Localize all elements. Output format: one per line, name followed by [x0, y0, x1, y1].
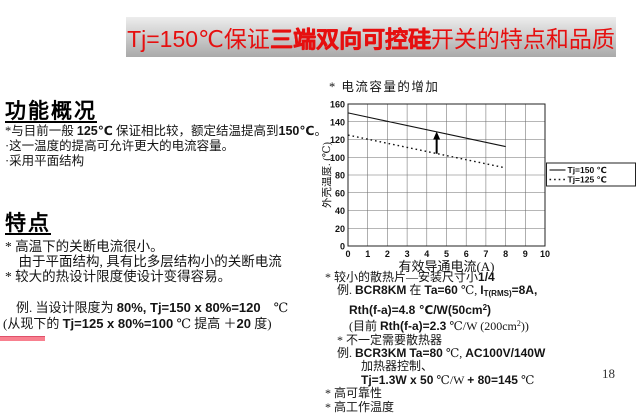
x-tick-label: 5 [444, 249, 449, 259]
title-suffix: 开关的特点和品质 [430, 26, 615, 52]
y-tick-label: 40 [335, 206, 345, 216]
x-tick-label: 4 [424, 249, 429, 259]
text-line: * 高可靠性 [325, 386, 383, 401]
x-tick-label: 2 [385, 249, 390, 259]
x-tick-label: 6 [464, 249, 469, 259]
x-tick-label: 0 [345, 249, 350, 259]
text-line: (从现下的 Tj=125 x 80%=100 ℃ 提高 ＋20 度) [3, 316, 272, 331]
text-line: 例. 当设计限度为 80%, Tj=150 x 80%=120 ℃ [3, 300, 289, 315]
text-line: * 不一定需要散热器 [325, 332, 443, 347]
y-axis-label: 外壳温度. (℃) [322, 142, 333, 208]
text-line: Rth(f-a)=4.8 ℃/W(50cm2) [349, 302, 492, 317]
x-tick-label: 3 [405, 249, 410, 259]
series-line-1 [347, 134, 506, 169]
legend-box [546, 162, 636, 187]
case-temperature-vs-current-chart: 0 1 2 3 4 5 6 7 8 9 10020406080100120140160有效导通电流(… [322, 100, 636, 274]
y-tick-label: 140 [330, 117, 345, 127]
y-tick-label: 120 [330, 135, 345, 145]
x-tick-label: 7 [483, 249, 488, 259]
text-line: * 较大的热设计限度使设计变得容易。 [5, 269, 232, 284]
text-line: * 高工作温度 [325, 399, 395, 414]
text-line: * 较小的散热片—安装尺寸小1/4 [325, 270, 495, 284]
x-axis-label: 有效导通电流(A) [398, 259, 494, 274]
x-tick-label: 10 [540, 249, 550, 259]
text-line: 加热器控制、 [325, 359, 434, 374]
text-line: 例. BCR3KM Ta=80 ℃, AC100V/140W [325, 346, 546, 361]
y-tick-label: 60 [335, 188, 345, 198]
text-line: ·这一温度的提高可允许更大的电流容量。 [5, 139, 235, 153]
title-emphasis: 三端双向可控硅 [269, 26, 431, 52]
section-heading-overview: 功能概况 [5, 99, 97, 123]
design-margin-example: 例. 当设计限度为 80%, Tj=150 x 80%=120 ℃ (从现下的 T… [3, 300, 288, 332]
y-tick-label: 20 [335, 224, 345, 234]
plot-frame [347, 103, 546, 247]
overview-bullets: *与目前一般 125℃ 保证相比较，额定结温提高到150℃。 ·这一温度的提高可允… [5, 124, 327, 169]
series-line-0 [347, 112, 506, 148]
features-bullets: * 高温下的关断电流很小。 由于平面结构, 具有比多层结构小的关断电流 * 较大的… [5, 239, 282, 284]
heatsink-detail-notes: * 较小的散热片—安装尺寸小1/4 例. BCR8KM 在 Ta=60 ℃, I… [325, 270, 546, 414]
text-line: (目前 Rth(f-a)=2.3 ℃/W (200cm2)) [325, 319, 529, 334]
y-tick-label: 80 [335, 171, 345, 181]
title-bar: Tj=150℃保证三端双向可控硅开关的特点和品质 [126, 17, 616, 57]
x-tick-label: 1 [365, 249, 370, 259]
text-line: ·采用平面结构 [5, 154, 85, 168]
x-tick-label: 8 [503, 249, 508, 259]
chart-note: * 电流容量的增加 [329, 80, 440, 94]
y-tick-label: 0 [340, 242, 345, 252]
text-line: 由于平面结构, 具有比多层结构小的关断电流 [5, 254, 282, 269]
legend-label-1: Tj=125 ℃ [568, 175, 607, 185]
y-tick-label: 160 [330, 100, 345, 110]
section-heading-features: 特点 [5, 211, 51, 235]
pink-underline-mark [0, 336, 45, 341]
increase-arrow-head [433, 131, 441, 140]
text-line: Tj=1.3W x 50 ℃/W + 80=145 ℃ [361, 372, 535, 387]
slide-title: Tj=150℃保证三端双向可控硅开关的特点和品质 [127, 20, 615, 54]
legend-label-0: Tj=150 ℃ [568, 165, 607, 175]
text-line: *与目前一般 125℃ 保证相比较，额定结温提高到150℃。 [5, 124, 328, 138]
text-line: * 高温下的关断电流很小。 [5, 239, 164, 254]
x-tick-label: 9 [523, 249, 528, 259]
page-number: 18 [602, 366, 615, 381]
text-line: 例. BCR8KM 在 Ta=60 ℃, IT(RMS)=8A, [325, 283, 538, 299]
title-prefix: Tj=150℃保证 [127, 26, 270, 52]
y-tick-label: 100 [330, 153, 345, 163]
